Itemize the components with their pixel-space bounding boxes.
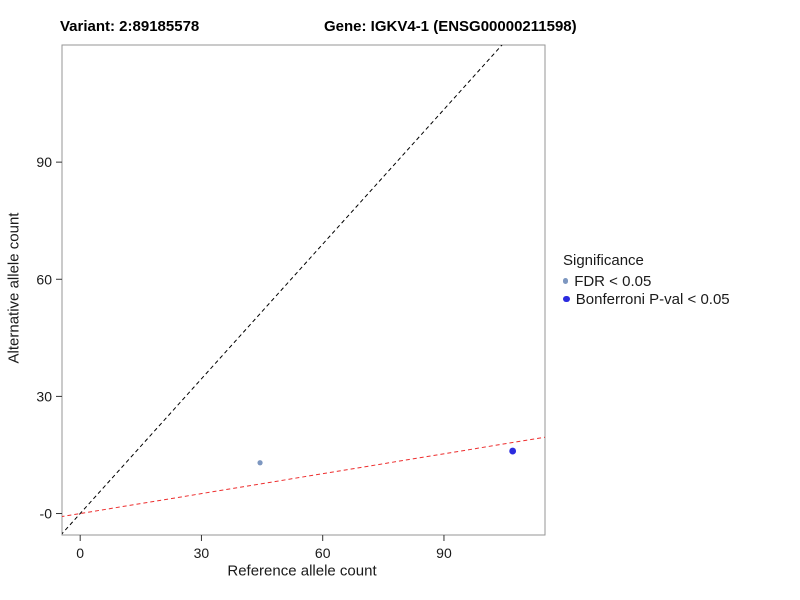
fit-line bbox=[62, 436, 545, 518]
legend: Significance FDR < 0.05 Bonferroni P-val… bbox=[563, 252, 730, 308]
fdr-dot-icon bbox=[563, 278, 569, 284]
y-tick-label: 30 bbox=[36, 388, 52, 404]
legend-item-label: Bonferroni P-val < 0.05 bbox=[575, 290, 730, 308]
x-axis-label: Reference allele count bbox=[227, 562, 377, 580]
y-tick-label: 60 bbox=[36, 271, 52, 287]
y-tick-label: 90 bbox=[36, 154, 52, 170]
legend-item-bonferroni: Bonferroni P-val < 0.05 bbox=[563, 290, 730, 308]
plot-title-variant: Variant: 2:89185578 bbox=[60, 18, 200, 35]
legend-title: Significance bbox=[563, 252, 644, 269]
data-point bbox=[509, 447, 517, 455]
x-tick-label: 90 bbox=[436, 545, 452, 561]
y-axis-label: Alternative allele count bbox=[5, 212, 23, 364]
y-tick-label: -0 bbox=[40, 506, 53, 522]
identity-line bbox=[62, 45, 503, 535]
x-tick-label: 60 bbox=[315, 545, 331, 561]
plot-panel bbox=[61, 44, 546, 536]
legend-item-label: FDR < 0.05 bbox=[574, 272, 652, 290]
bonferroni-dot-icon bbox=[563, 295, 570, 303]
legend-item-fdr: FDR < 0.05 bbox=[563, 272, 730, 290]
plot-title-gene: Gene: IGKV4-1 (ENSG00000211598) bbox=[324, 18, 577, 35]
x-tick-label: 30 bbox=[194, 545, 210, 561]
data-point bbox=[257, 460, 263, 466]
x-tick-label: 0 bbox=[76, 545, 84, 561]
